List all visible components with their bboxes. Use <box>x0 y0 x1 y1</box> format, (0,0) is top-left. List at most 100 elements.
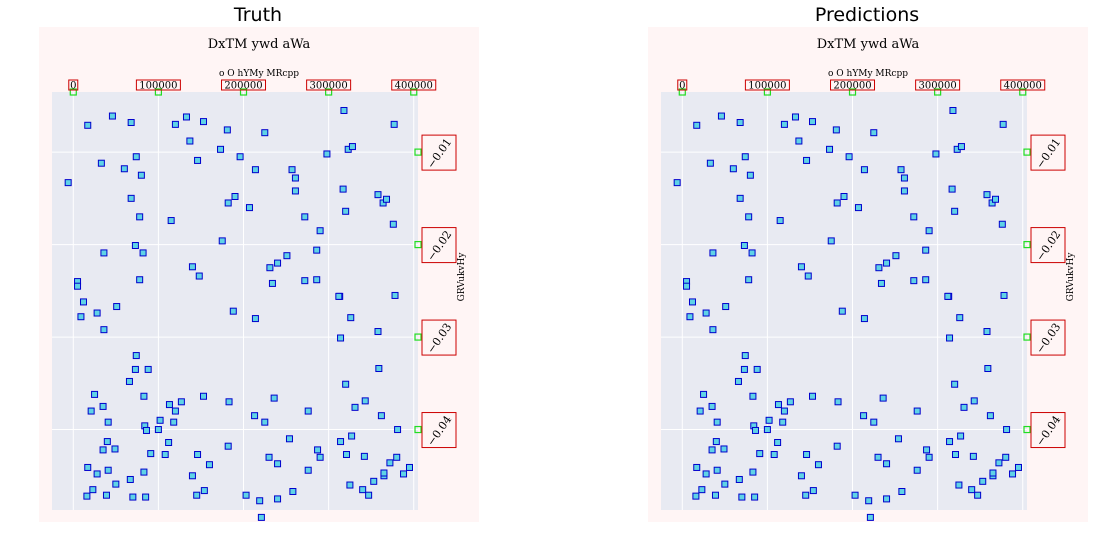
data-point <box>84 463 92 471</box>
data-point <box>735 475 743 483</box>
data-point <box>910 213 918 221</box>
data-point <box>186 137 194 145</box>
data-point <box>108 112 116 120</box>
data-point <box>756 450 764 458</box>
data-point <box>301 277 309 285</box>
data-point <box>688 298 696 306</box>
data-point <box>992 195 1000 203</box>
x-tick-box <box>68 79 79 91</box>
data-point <box>900 187 908 195</box>
y-tick-mark <box>414 148 422 156</box>
x-tick-box <box>830 79 876 91</box>
data-point <box>736 119 744 127</box>
data-point <box>91 390 99 398</box>
data-point <box>802 491 810 499</box>
y-axis-label: GRVukvHy <box>457 252 467 302</box>
data-point <box>827 237 835 245</box>
data-point <box>390 120 398 128</box>
data-point <box>304 407 312 415</box>
data-point <box>780 120 788 128</box>
data-point <box>913 407 921 415</box>
data-point <box>922 246 930 254</box>
data-point <box>182 113 190 121</box>
data-point <box>125 377 133 385</box>
data-point <box>265 453 273 461</box>
data-point <box>910 277 918 285</box>
data-point <box>288 166 296 174</box>
data-point <box>951 380 959 388</box>
data-point <box>274 460 282 468</box>
data-point <box>708 446 716 454</box>
x-tick-box <box>306 79 352 91</box>
data-point <box>740 242 748 250</box>
predictions-scatter-chart: DxTM ywd aWa o O hYMy MRcpp GRVukvHy 0 10000… <box>648 27 1088 522</box>
data-point <box>147 450 155 458</box>
data-point <box>386 459 394 467</box>
data-point <box>795 137 803 145</box>
data-point <box>112 480 120 488</box>
x-tick-mark <box>763 88 771 96</box>
data-point <box>323 150 331 158</box>
data-point <box>268 279 276 287</box>
data-point <box>261 418 269 426</box>
data-point <box>224 199 232 207</box>
data-point <box>289 488 297 496</box>
x-tick-label: 100000 <box>748 81 786 92</box>
data-point <box>809 118 817 126</box>
data-point <box>346 481 354 489</box>
data-point <box>693 121 701 129</box>
x-tick-box <box>221 79 267 91</box>
data-point <box>316 227 324 235</box>
data-point <box>188 472 196 480</box>
y-tick-mark <box>1023 148 1031 156</box>
data-point <box>140 392 148 400</box>
data-point <box>74 282 82 290</box>
x-tick-mark <box>325 88 333 96</box>
data-point <box>111 445 119 453</box>
data-point <box>883 460 891 468</box>
data-point <box>131 365 139 373</box>
data-point <box>984 365 992 373</box>
data-point <box>194 451 202 459</box>
data-point <box>291 187 299 195</box>
data-point <box>729 165 737 173</box>
data-point <box>797 472 805 480</box>
data-point <box>120 165 128 173</box>
data-point <box>389 220 397 228</box>
data-point <box>337 438 345 446</box>
data-point <box>339 185 347 193</box>
data-point <box>393 453 401 461</box>
data-point <box>343 451 351 459</box>
data-point <box>223 126 231 134</box>
x-tick-mark <box>410 88 418 96</box>
data-point <box>738 493 746 501</box>
x-tick-label: 400000 <box>395 81 433 92</box>
data-point <box>894 435 902 443</box>
data-point <box>970 397 978 405</box>
x-tick-label: 300000 <box>919 81 957 92</box>
data-point <box>1000 291 1008 299</box>
data-point <box>93 309 101 317</box>
data-point <box>274 495 282 503</box>
data-point <box>900 174 908 182</box>
data-point <box>335 292 343 300</box>
data-point <box>370 477 378 485</box>
data-point <box>866 513 874 521</box>
data-point <box>883 259 891 267</box>
x-tick-mark <box>69 88 77 96</box>
data-point <box>753 365 761 373</box>
data-point <box>217 145 225 153</box>
x-tick-label: 0 <box>679 81 685 92</box>
data-point <box>746 171 754 179</box>
data-point <box>860 315 868 323</box>
data-point <box>833 199 841 207</box>
data-point <box>922 276 930 284</box>
data-point <box>340 106 348 114</box>
data-point <box>304 466 312 474</box>
data-point <box>251 412 259 420</box>
data-point <box>351 403 359 411</box>
x-tick-mark <box>154 88 162 96</box>
data-point <box>925 227 933 235</box>
data-point <box>383 195 391 203</box>
data-point <box>87 407 95 415</box>
